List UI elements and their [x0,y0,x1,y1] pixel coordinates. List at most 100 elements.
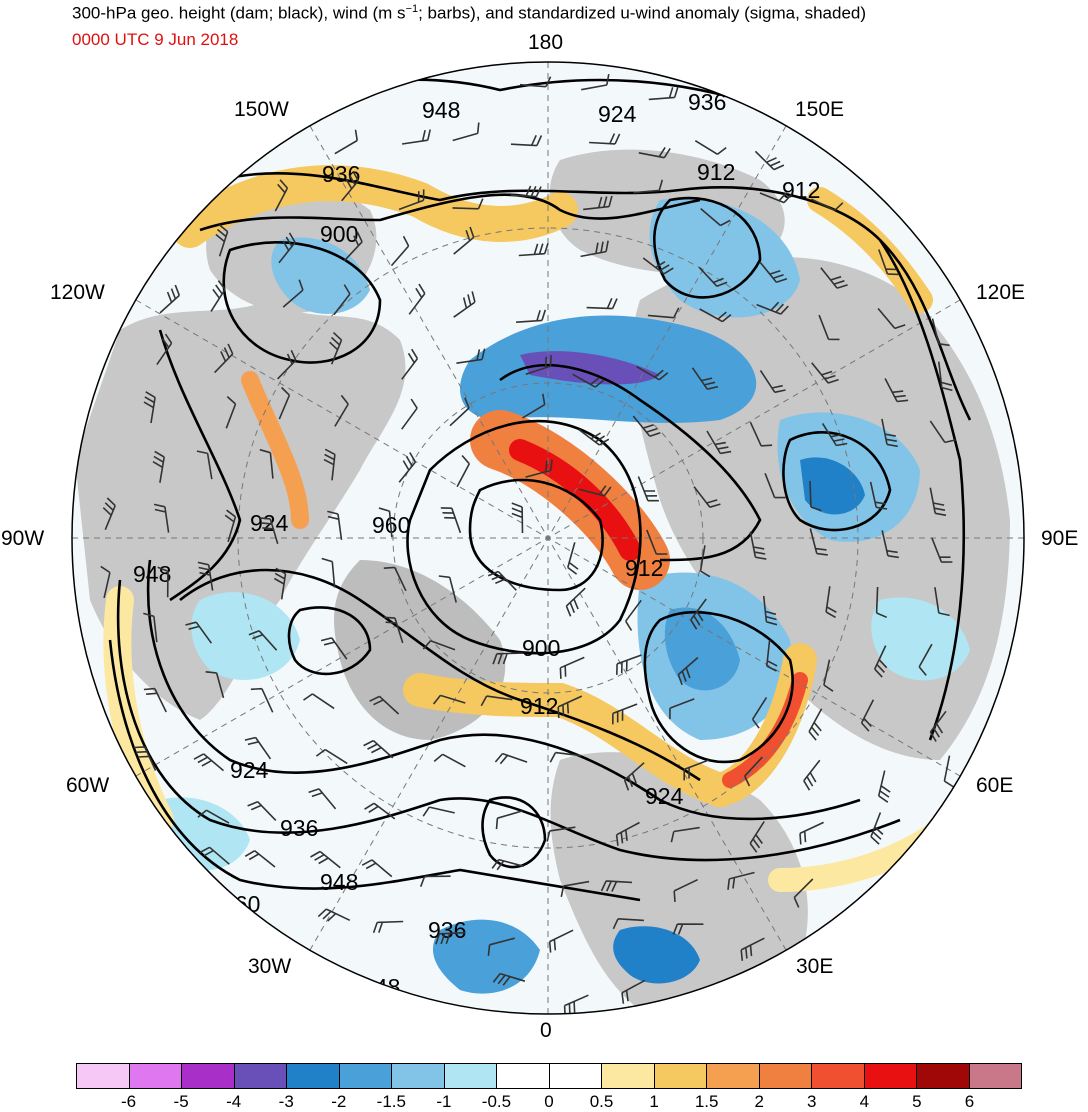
wind-barb [690,598,707,630]
wind-barb [938,361,953,392]
wind-barb [511,502,524,534]
wind-barb [225,396,237,429]
contour-line [108,639,641,902]
colorbar-tick-label: 1.5 [694,1092,719,1111]
wind-barb [870,812,884,845]
wind-barb [487,937,515,956]
colorbar-cell [654,1064,707,1088]
wind-barb [621,979,646,1004]
wind-barb [308,788,337,810]
colorbar-cell [707,1064,760,1088]
wind-barb [205,671,225,699]
map-title: 300-hPa geo. height (dam; black), wind (… [72,3,867,23]
wind-barb [274,179,289,212]
wind-barb [494,752,528,765]
contour-label: 936 [280,815,318,841]
colorbar-cell [77,1064,130,1088]
wind-barb [548,929,574,953]
lon-label-60w: 60W [66,774,110,797]
wind-barb [647,307,680,319]
wind-barb [224,509,237,543]
wind-barb [102,497,116,531]
wind-barb [159,284,181,314]
wind-barb [401,398,418,430]
wind-barb [277,349,297,380]
colorbar-cell [129,1064,182,1088]
wind-barb [244,850,276,868]
wind-barb [759,192,793,204]
wind-barb [449,397,470,427]
jet-band [172,165,578,248]
wind-barb [214,343,234,374]
blue-patch [613,926,700,984]
wind-barb [525,459,553,478]
wind-barb [820,267,848,289]
wind-barb [422,806,455,817]
contour-label: 948 [133,561,171,587]
wind-barb [918,643,933,676]
wind-barb [372,920,404,934]
wind-barb [825,586,837,619]
wind-barb [157,566,169,598]
lon-label-180: 180 [528,31,564,54]
colorbar-tick-label: 3 [807,1092,817,1111]
wind-barb [197,809,230,824]
wind-barb [321,557,336,588]
contour-line [782,431,892,532]
wind-barb [740,937,765,961]
wind-barb [282,279,304,308]
lon-label-0: 0 [540,1019,552,1042]
wind-barb [491,858,525,871]
wind-barb [259,448,274,479]
negative-anomaly-shading [151,198,970,994]
wind-barb [320,637,348,660]
wind-barb [934,587,950,617]
wind-barb [310,850,341,869]
wind-barb [670,826,700,843]
colorbar-tick-label: 4 [859,1092,870,1111]
wind-barb [510,185,542,198]
contour-line [481,796,547,869]
colorbar-cell [182,1064,235,1088]
wind-barb [143,612,158,643]
wind-barb [869,481,888,510]
wind-barb [884,378,909,403]
wind-barb [341,170,360,202]
wind-barb [764,473,786,499]
contour-label: 948 [422,97,460,123]
wind-barb [793,878,814,908]
colorbar-tick-label: 6 [964,1092,975,1111]
wind-barb [581,73,610,91]
lon-label-30w: 30W [248,955,292,978]
wind-barb [873,645,888,678]
wind-barb [453,291,476,318]
wind-barb [632,415,661,437]
wind-barb [559,656,585,679]
wind-barb [456,348,486,364]
wind-barb [699,545,711,578]
wind-barb [929,487,947,517]
wind-barb [422,640,456,651]
wind-barb [156,333,173,366]
contour-line [219,171,972,421]
colorbar-cell [917,1064,970,1088]
lon-label-90e: 90E [1041,527,1079,550]
contour-label: 924 [598,101,637,127]
wind-barb [215,223,229,257]
colorbar-cell [969,1064,1021,1088]
wind-barb [525,355,552,375]
contour-line [146,559,861,821]
contour-line [199,193,701,232]
wind-barb [694,140,727,155]
wind-barb [278,386,291,420]
wind-barb [683,759,709,781]
wind-barb [153,503,170,533]
wind-barb [875,586,888,619]
colorbar-cell [497,1064,550,1088]
wind-barb [487,570,517,591]
blue-patch [520,351,660,385]
wind-barb [278,232,296,264]
colorbar-cell [864,1064,917,1088]
wind-barb [546,826,576,842]
wind-barb [519,76,552,88]
